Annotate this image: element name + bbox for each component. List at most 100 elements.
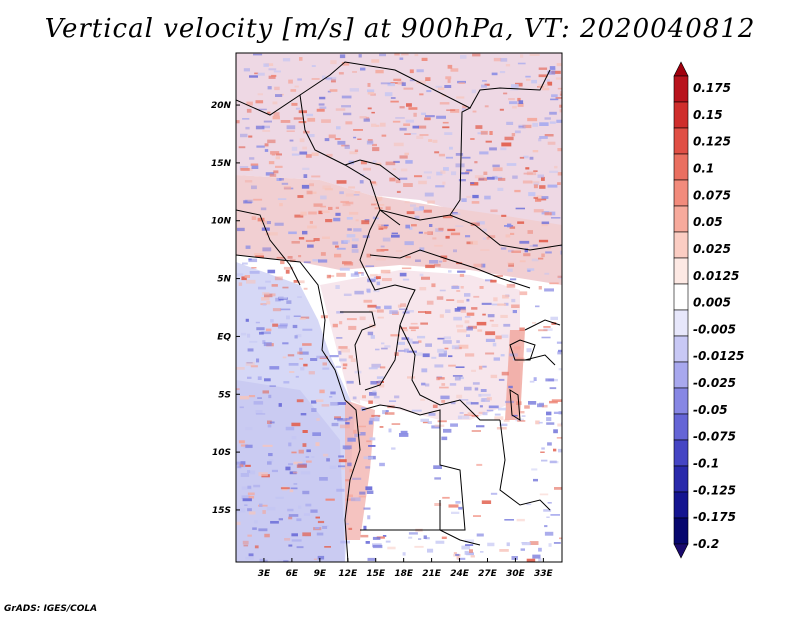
field-cell — [380, 82, 391, 85]
field-cell — [456, 96, 465, 99]
field-cell — [262, 130, 271, 132]
field-cell — [378, 380, 382, 384]
field-cell — [442, 181, 446, 185]
field-cell — [445, 76, 452, 80]
colorbar-swatch — [673, 231, 689, 259]
field-cell — [286, 130, 295, 132]
field-cell — [279, 178, 284, 181]
field-cell — [533, 478, 538, 482]
field-cell — [249, 75, 258, 78]
field-cell — [248, 258, 258, 263]
field-cell — [470, 182, 479, 186]
field-cell — [339, 358, 347, 362]
field-cell — [484, 83, 490, 86]
field-cell — [368, 367, 378, 370]
field-cell — [272, 323, 279, 327]
lat-label: 10N — [211, 217, 232, 227]
field-cell — [493, 297, 498, 302]
field-cell — [550, 98, 559, 101]
field-cell — [506, 283, 516, 288]
field-cell — [419, 287, 427, 291]
field-cell — [399, 57, 404, 60]
field-cell — [404, 133, 411, 135]
field-cell — [259, 331, 264, 335]
field-cell — [411, 224, 417, 227]
field-cell — [382, 278, 392, 282]
field-cell — [245, 126, 250, 130]
field-cell — [395, 179, 401, 184]
field-cell — [285, 426, 295, 431]
colorbar-swatch — [673, 153, 689, 181]
field-cell — [506, 542, 510, 547]
field-cell — [541, 336, 551, 339]
field-cell — [377, 316, 384, 319]
field-cell — [240, 444, 249, 447]
field-cell — [376, 281, 381, 286]
field-cell — [479, 405, 483, 408]
field-cell — [437, 337, 445, 340]
field-cell — [366, 253, 371, 258]
field-cell — [481, 398, 490, 402]
field-cell — [394, 352, 399, 356]
field-cell — [551, 217, 561, 219]
field-cell — [251, 165, 259, 169]
field-cell — [480, 551, 484, 553]
field-cell — [546, 417, 552, 422]
field-cell — [375, 204, 385, 206]
field-cell — [420, 418, 429, 422]
field-cell — [375, 306, 381, 309]
field-cell — [242, 463, 246, 468]
field-cell — [408, 532, 418, 535]
field-cell — [490, 209, 498, 213]
field-cell — [245, 556, 254, 560]
field-cell — [366, 288, 371, 293]
field-cell — [410, 204, 416, 207]
field-cell — [263, 120, 272, 123]
field-cell — [299, 57, 303, 61]
field-cell — [367, 279, 376, 283]
field-cell — [359, 116, 367, 119]
field-cell — [248, 553, 254, 557]
field-cell — [382, 237, 391, 242]
field-cell — [263, 342, 272, 347]
field-cell — [280, 487, 290, 490]
field-cell — [279, 203, 283, 207]
field-cell — [479, 286, 484, 289]
field-cell — [302, 146, 307, 150]
field-cell — [307, 134, 315, 138]
colorbar-label: -0.0125 — [693, 349, 744, 363]
field-cell — [342, 363, 348, 367]
field-cell — [273, 112, 280, 116]
field-cell — [445, 156, 453, 159]
field-cell — [559, 109, 562, 113]
field-cell — [476, 533, 484, 537]
field-cell — [435, 540, 445, 544]
field-cell — [317, 520, 325, 524]
field-cell — [461, 156, 471, 159]
field-cell — [395, 250, 403, 252]
field-cell — [509, 353, 514, 356]
field-cell — [292, 471, 298, 474]
field-cell — [358, 425, 366, 428]
field-cell — [371, 111, 375, 114]
field-cell — [526, 268, 535, 271]
field-cell — [557, 148, 562, 152]
field-cell — [331, 78, 336, 83]
field-cell — [401, 53, 409, 56]
field-cell — [286, 125, 296, 130]
field-cell — [336, 272, 346, 277]
field-cell — [270, 521, 279, 524]
field-cell — [303, 363, 308, 367]
field-cell — [242, 540, 249, 545]
field-cell — [292, 324, 298, 329]
field-cell — [258, 286, 266, 290]
field-cell — [241, 495, 251, 499]
lat-label: 20N — [211, 101, 232, 111]
field-cell — [529, 245, 534, 247]
field-cell — [365, 541, 370, 544]
field-cell — [254, 253, 264, 257]
field-cell — [526, 348, 532, 353]
field-cell — [439, 102, 450, 105]
field-cell — [538, 67, 548, 70]
